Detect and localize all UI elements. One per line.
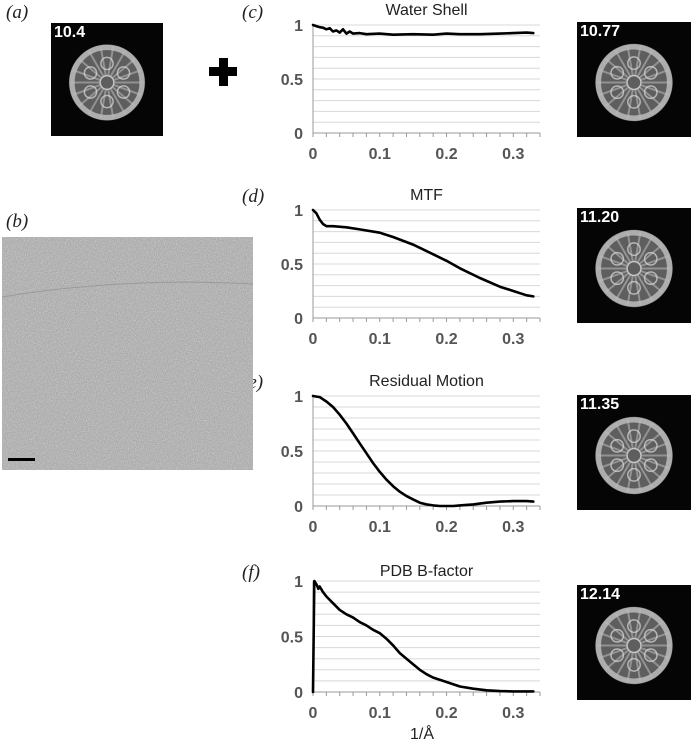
series-line	[311, 394, 535, 508]
thumbnail-value: 12.14	[580, 586, 621, 603]
particle-image	[595, 606, 673, 685]
x-tick-label: 0.2	[435, 146, 457, 163]
input-reconstruction-thumbnail: 10.4	[51, 23, 163, 136]
chart-title: Residual Motion	[369, 373, 484, 390]
scale-bar	[8, 458, 35, 461]
y-tick-label: 0.5	[281, 72, 303, 89]
pdb-bfactor-thumbnail: 12.14	[577, 585, 691, 700]
chart-title: MTF	[410, 187, 443, 204]
series-line	[311, 23, 535, 37]
series-line	[311, 208, 535, 298]
y-tick-label: 0.5	[281, 257, 303, 274]
mtf-thumbnail: 11.20	[577, 208, 691, 323]
panel-label-d: (d)	[242, 186, 265, 207]
x-tick-label: 0	[309, 146, 318, 163]
particle-image	[68, 44, 146, 121]
x-tick-label: 0.1	[369, 331, 391, 348]
x-tick-label: 0	[309, 519, 318, 536]
thumbnail-value: 10.77	[580, 23, 621, 40]
x-tick-label: 0.1	[369, 705, 391, 722]
panel-label-c: (c)	[242, 2, 264, 23]
x-tick-label: 0.2	[435, 705, 457, 722]
chart-title: PDB B-factor	[380, 563, 474, 580]
thumbnail-value: 10.4	[54, 24, 86, 41]
water-shell-thumbnail: 10.77	[577, 22, 691, 137]
chart-title: Water Shell	[385, 2, 467, 19]
micrograph-image	[2, 237, 253, 470]
residual-motion-thumbnail: 11.35	[577, 395, 691, 510]
panel-label-b: (b)	[6, 211, 29, 232]
y-tick-label: 0.5	[281, 630, 303, 647]
x-axis-title: 1/Å	[410, 726, 435, 743]
x-tick-label: 0.1	[369, 519, 391, 536]
series-line	[311, 579, 535, 694]
micrograph-noise	[2, 237, 253, 470]
x-tick-label: 0.2	[435, 331, 457, 348]
panel-label-f: (f)	[242, 562, 260, 583]
thumbnail-value: 11.20	[580, 209, 620, 226]
particle-image	[595, 416, 673, 495]
y-tick-label: 1	[294, 18, 303, 35]
y-tick-label: 0	[294, 311, 303, 328]
x-tick-label: 0.3	[502, 519, 524, 536]
y-tick-label: 1	[294, 389, 303, 406]
x-tick-label: 0	[309, 705, 318, 722]
x-tick-label: 0	[309, 331, 318, 348]
x-tick-label: 0.2	[435, 519, 457, 536]
x-tick-label: 0.1	[369, 146, 391, 163]
x-tick-label: 0.3	[502, 705, 524, 722]
thumbnail-value: 11.35	[580, 396, 620, 413]
y-tick-label: 1	[294, 203, 303, 220]
y-tick-label: 0.5	[281, 444, 303, 461]
particle-image	[595, 229, 673, 308]
y-tick-label: 0	[294, 499, 303, 516]
plus-icon	[209, 58, 239, 88]
panel-label-a: (a)	[6, 2, 29, 23]
y-tick-label: 0	[294, 126, 303, 143]
y-tick-label: 0	[294, 685, 303, 702]
x-tick-label: 0.3	[502, 146, 524, 163]
x-tick-label: 0.3	[502, 331, 524, 348]
particle-image	[595, 43, 673, 122]
y-tick-label: 1	[294, 574, 303, 591]
